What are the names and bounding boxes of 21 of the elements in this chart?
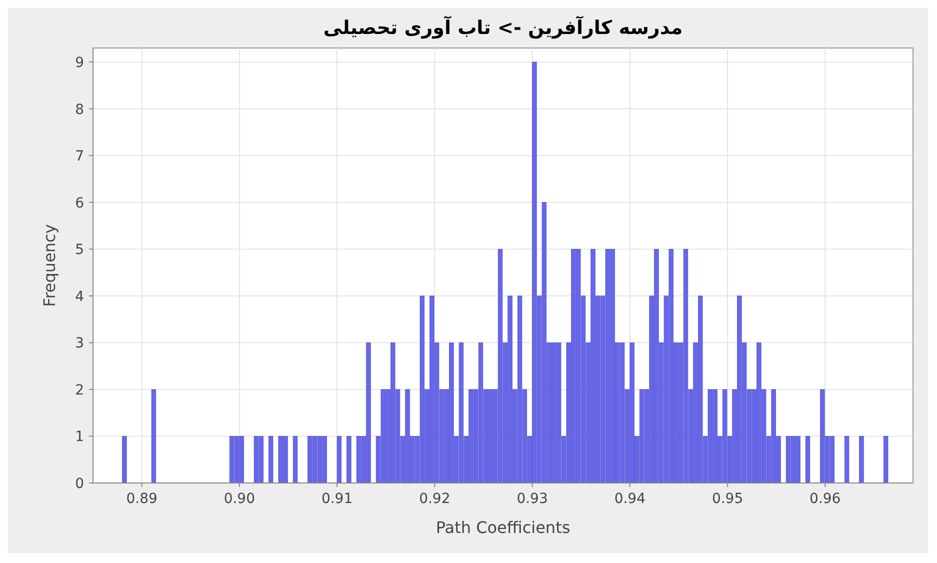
x-tick-label: 0.96 [810,491,841,507]
y-tick-label: 6 [75,195,84,212]
y-tick-label: 7 [75,148,84,165]
y-tick-label: 5 [75,242,84,258]
x-tick-label: 0.91 [321,491,353,507]
x-tick-label: 0.94 [614,491,646,507]
y-axis-title: Frequency [40,224,59,307]
x-tick-label: 0.89 [126,491,158,507]
y-tick-label: 4 [75,288,84,305]
x-tick-label: 0.95 [712,491,744,507]
y-tick-label: 1 [75,429,84,446]
chart-title: مدرسه کارآفرین -> تاب آوری تحصیلی [323,15,683,39]
y-tick-label: 9 [75,55,84,72]
x-tick-label: 0.93 [516,491,548,507]
y-tick-label: 2 [75,382,84,398]
x-tick-label: 0.90 [224,491,256,507]
y-tick-label: 8 [75,102,84,118]
y-tick-label: 0 [75,476,84,492]
x-tick-label: 0.92 [419,491,450,507]
x-axis-title: Path Coefficients [436,518,570,537]
y-tick-label: 3 [75,336,84,352]
